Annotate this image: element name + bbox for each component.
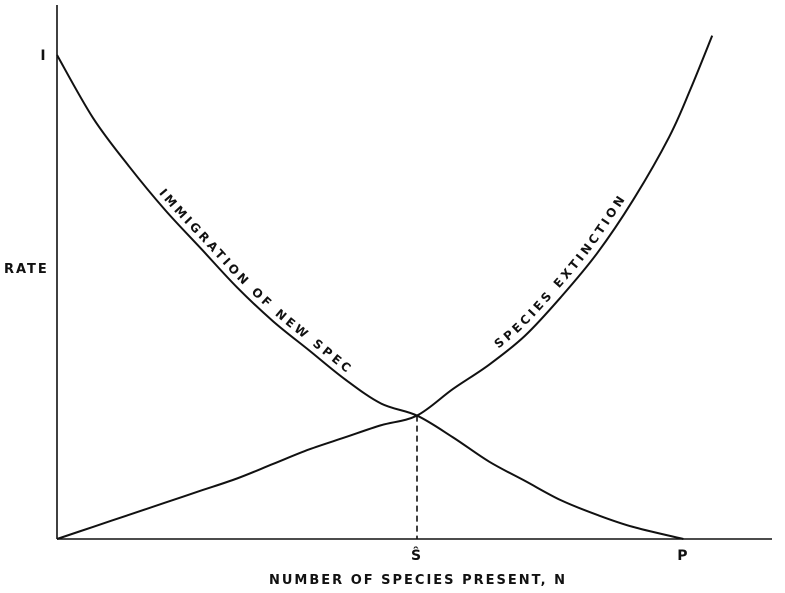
x-tick-label: P — [677, 548, 687, 564]
x-axis-label: NUMBER OF SPECIES PRESENT, N — [269, 573, 567, 588]
series-layer — [56, 35, 714, 540]
extinction-curve — [56, 35, 714, 540]
labels-layer: RATE NUMBER OF SPECIES PRESENT, N — [4, 262, 567, 588]
ticks-layer: Ŝ P I — [40, 48, 687, 564]
axes — [56, 5, 772, 540]
annotations-layer: IMMIGRATION OF NEW SPECIES SPECIES EXTINC… — [0, 0, 630, 377]
y-tick-label: I — [40, 48, 45, 64]
immigration-curve — [56, 54, 684, 540]
immigration-curve-label: IMMIGRATION OF NEW SPECIES — [0, 0, 356, 377]
x-tick-label: Ŝ — [411, 546, 421, 564]
y-axis-label: RATE — [4, 262, 49, 277]
extinction-curve-label: SPECIES EXTINCTION — [492, 191, 630, 351]
